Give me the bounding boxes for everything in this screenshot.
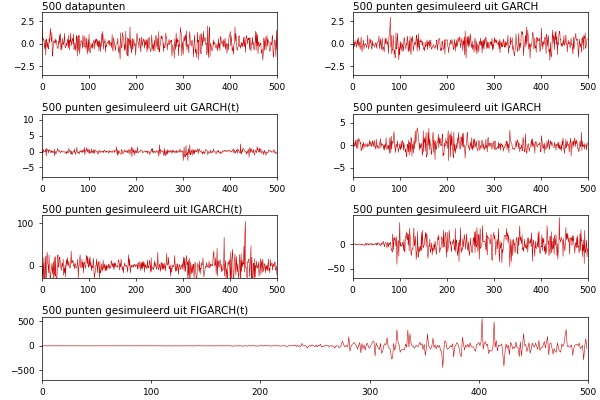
Text: 500 punten gesimuleerd uit FIGARCH: 500 punten gesimuleerd uit FIGARCH <box>353 205 547 215</box>
Text: 500 punten gesimuleerd uit GARCH: 500 punten gesimuleerd uit GARCH <box>353 2 538 12</box>
Text: 500 punten gesimuleerd uit FIGARCH(t): 500 punten gesimuleerd uit FIGARCH(t) <box>42 306 248 316</box>
Text: 500 punten gesimuleerd uit IGARCH: 500 punten gesimuleerd uit IGARCH <box>353 104 541 114</box>
Text: 500 datapunten: 500 datapunten <box>42 2 125 12</box>
Text: 500 punten gesimuleerd uit IGARCH(t): 500 punten gesimuleerd uit IGARCH(t) <box>42 205 242 215</box>
Text: 500 punten gesimuleerd uit GARCH(t): 500 punten gesimuleerd uit GARCH(t) <box>42 104 239 114</box>
